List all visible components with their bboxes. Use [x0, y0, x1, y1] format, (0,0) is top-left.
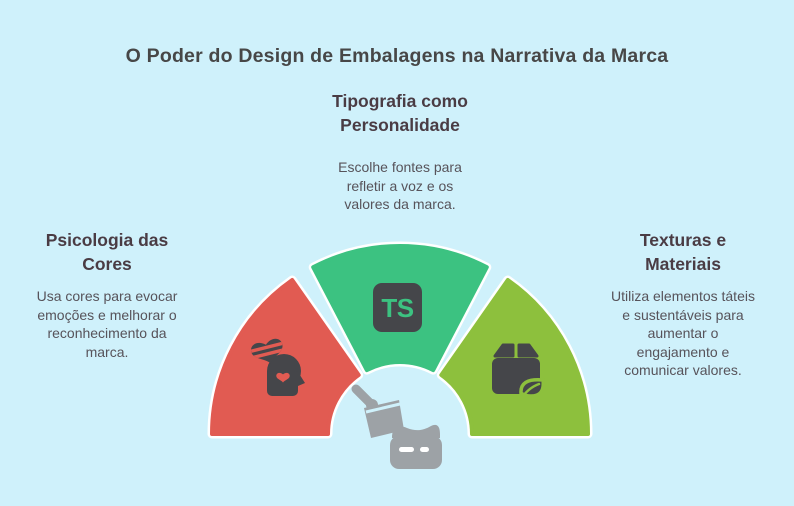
page-title: O Poder do Design de Embalagens na Narra…	[125, 45, 669, 67]
section-description: Escolhe fontes para refletir a voz e os …	[338, 159, 462, 213]
section-tipografia: Tipografia como Personalidade Escolhe fo…	[303, 90, 497, 214]
section-description: Usa cores para evocar emoções e melhorar…	[36, 288, 178, 360]
section-heading: Tipografia como Personalidade	[332, 91, 468, 135]
wedge-texturas	[439, 278, 590, 436]
head-heart-icon	[249, 338, 305, 396]
ts-badge-icon: TS	[373, 283, 422, 332]
section-texturas: Texturas e Materiais Utiliza elementos t…	[590, 229, 776, 380]
section-description: Utiliza elementos táteis e sustentáveis …	[611, 288, 755, 379]
section-heading: Texturas e Materiais	[639, 230, 727, 274]
package-leaf-icon	[492, 343, 545, 401]
section-heading: Psicologia das Cores	[45, 230, 169, 274]
ts-badge-label: TS	[381, 293, 413, 323]
unboxing-box-icon	[351, 384, 442, 469]
section-psicologia: Psicologia das Cores Usa cores para evoc…	[14, 229, 200, 361]
